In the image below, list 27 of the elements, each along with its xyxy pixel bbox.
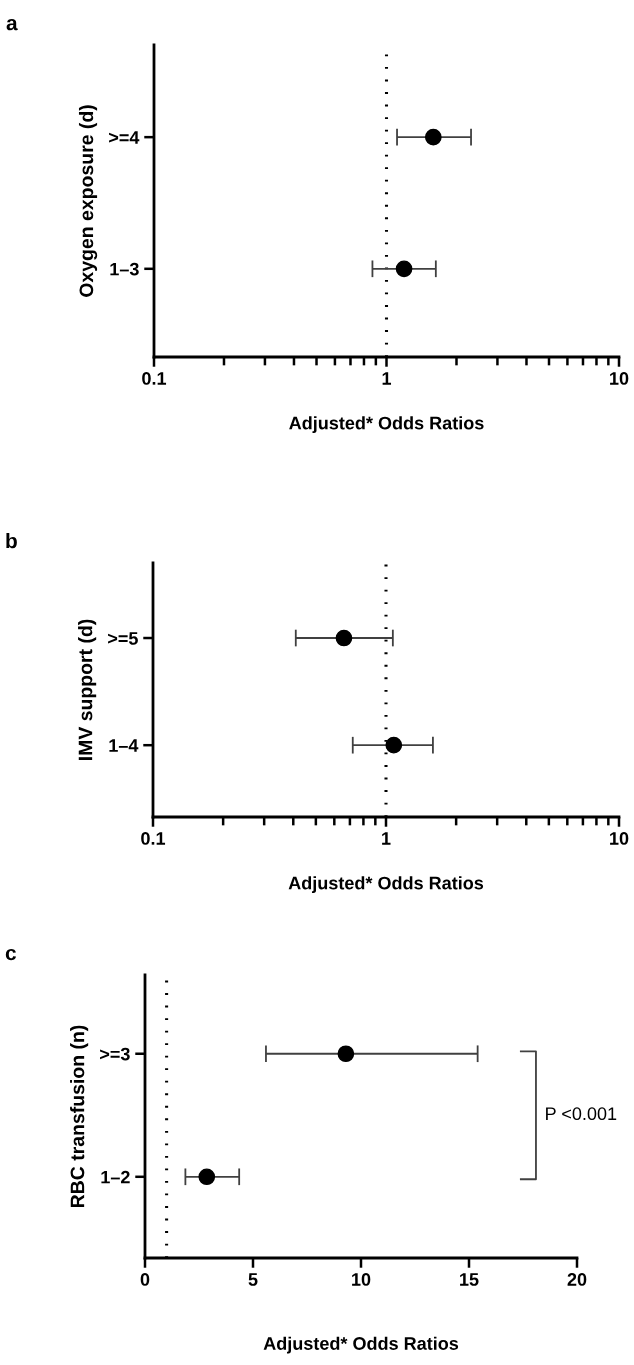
x-tick-label: 10	[610, 372, 629, 385]
y-tick-label: >=4	[109, 131, 140, 144]
y-axis-title: IMV support (d)	[78, 619, 97, 760]
y-tick-label: >=5	[108, 632, 138, 645]
y-tick-label: >=3	[100, 1047, 130, 1061]
x-tick-label: 0.1	[141, 832, 166, 845]
x-axis-title: Adjusted* Odds Ratios	[288, 876, 484, 894]
x-axis-title: Adjusted* Odds Ratios	[289, 416, 484, 434]
x-tick-label: 10	[352, 1273, 371, 1286]
annotation: P <0.001	[546, 1107, 617, 1121]
chart-title: b	[6, 533, 17, 549]
x-axis-title: Adjusted* Odds Ratios	[263, 1336, 459, 1354]
x-tick-label: 0.1	[142, 372, 167, 385]
x-tick-label: 20	[567, 1273, 587, 1286]
chart-title: c	[5, 948, 16, 961]
y-tick-label: 1–2	[101, 1170, 130, 1184]
x-tick-label: 5	[248, 1273, 258, 1286]
x-tick-label: 1	[382, 832, 391, 845]
x-tick-label: 0	[140, 1273, 150, 1286]
y-tick-label: 1–4	[109, 739, 139, 752]
chart-title: a	[6, 18, 18, 31]
x-tick-label: 1	[382, 372, 392, 385]
x-tick-label: 15	[460, 1273, 479, 1286]
x-tick-label: 10	[610, 832, 629, 845]
y-axis-title: RBC transfusion (n)	[70, 1025, 89, 1208]
y-tick-label: 1–3	[110, 262, 139, 276]
y-axis-title: Oxygen exposure (d)	[78, 105, 98, 297]
